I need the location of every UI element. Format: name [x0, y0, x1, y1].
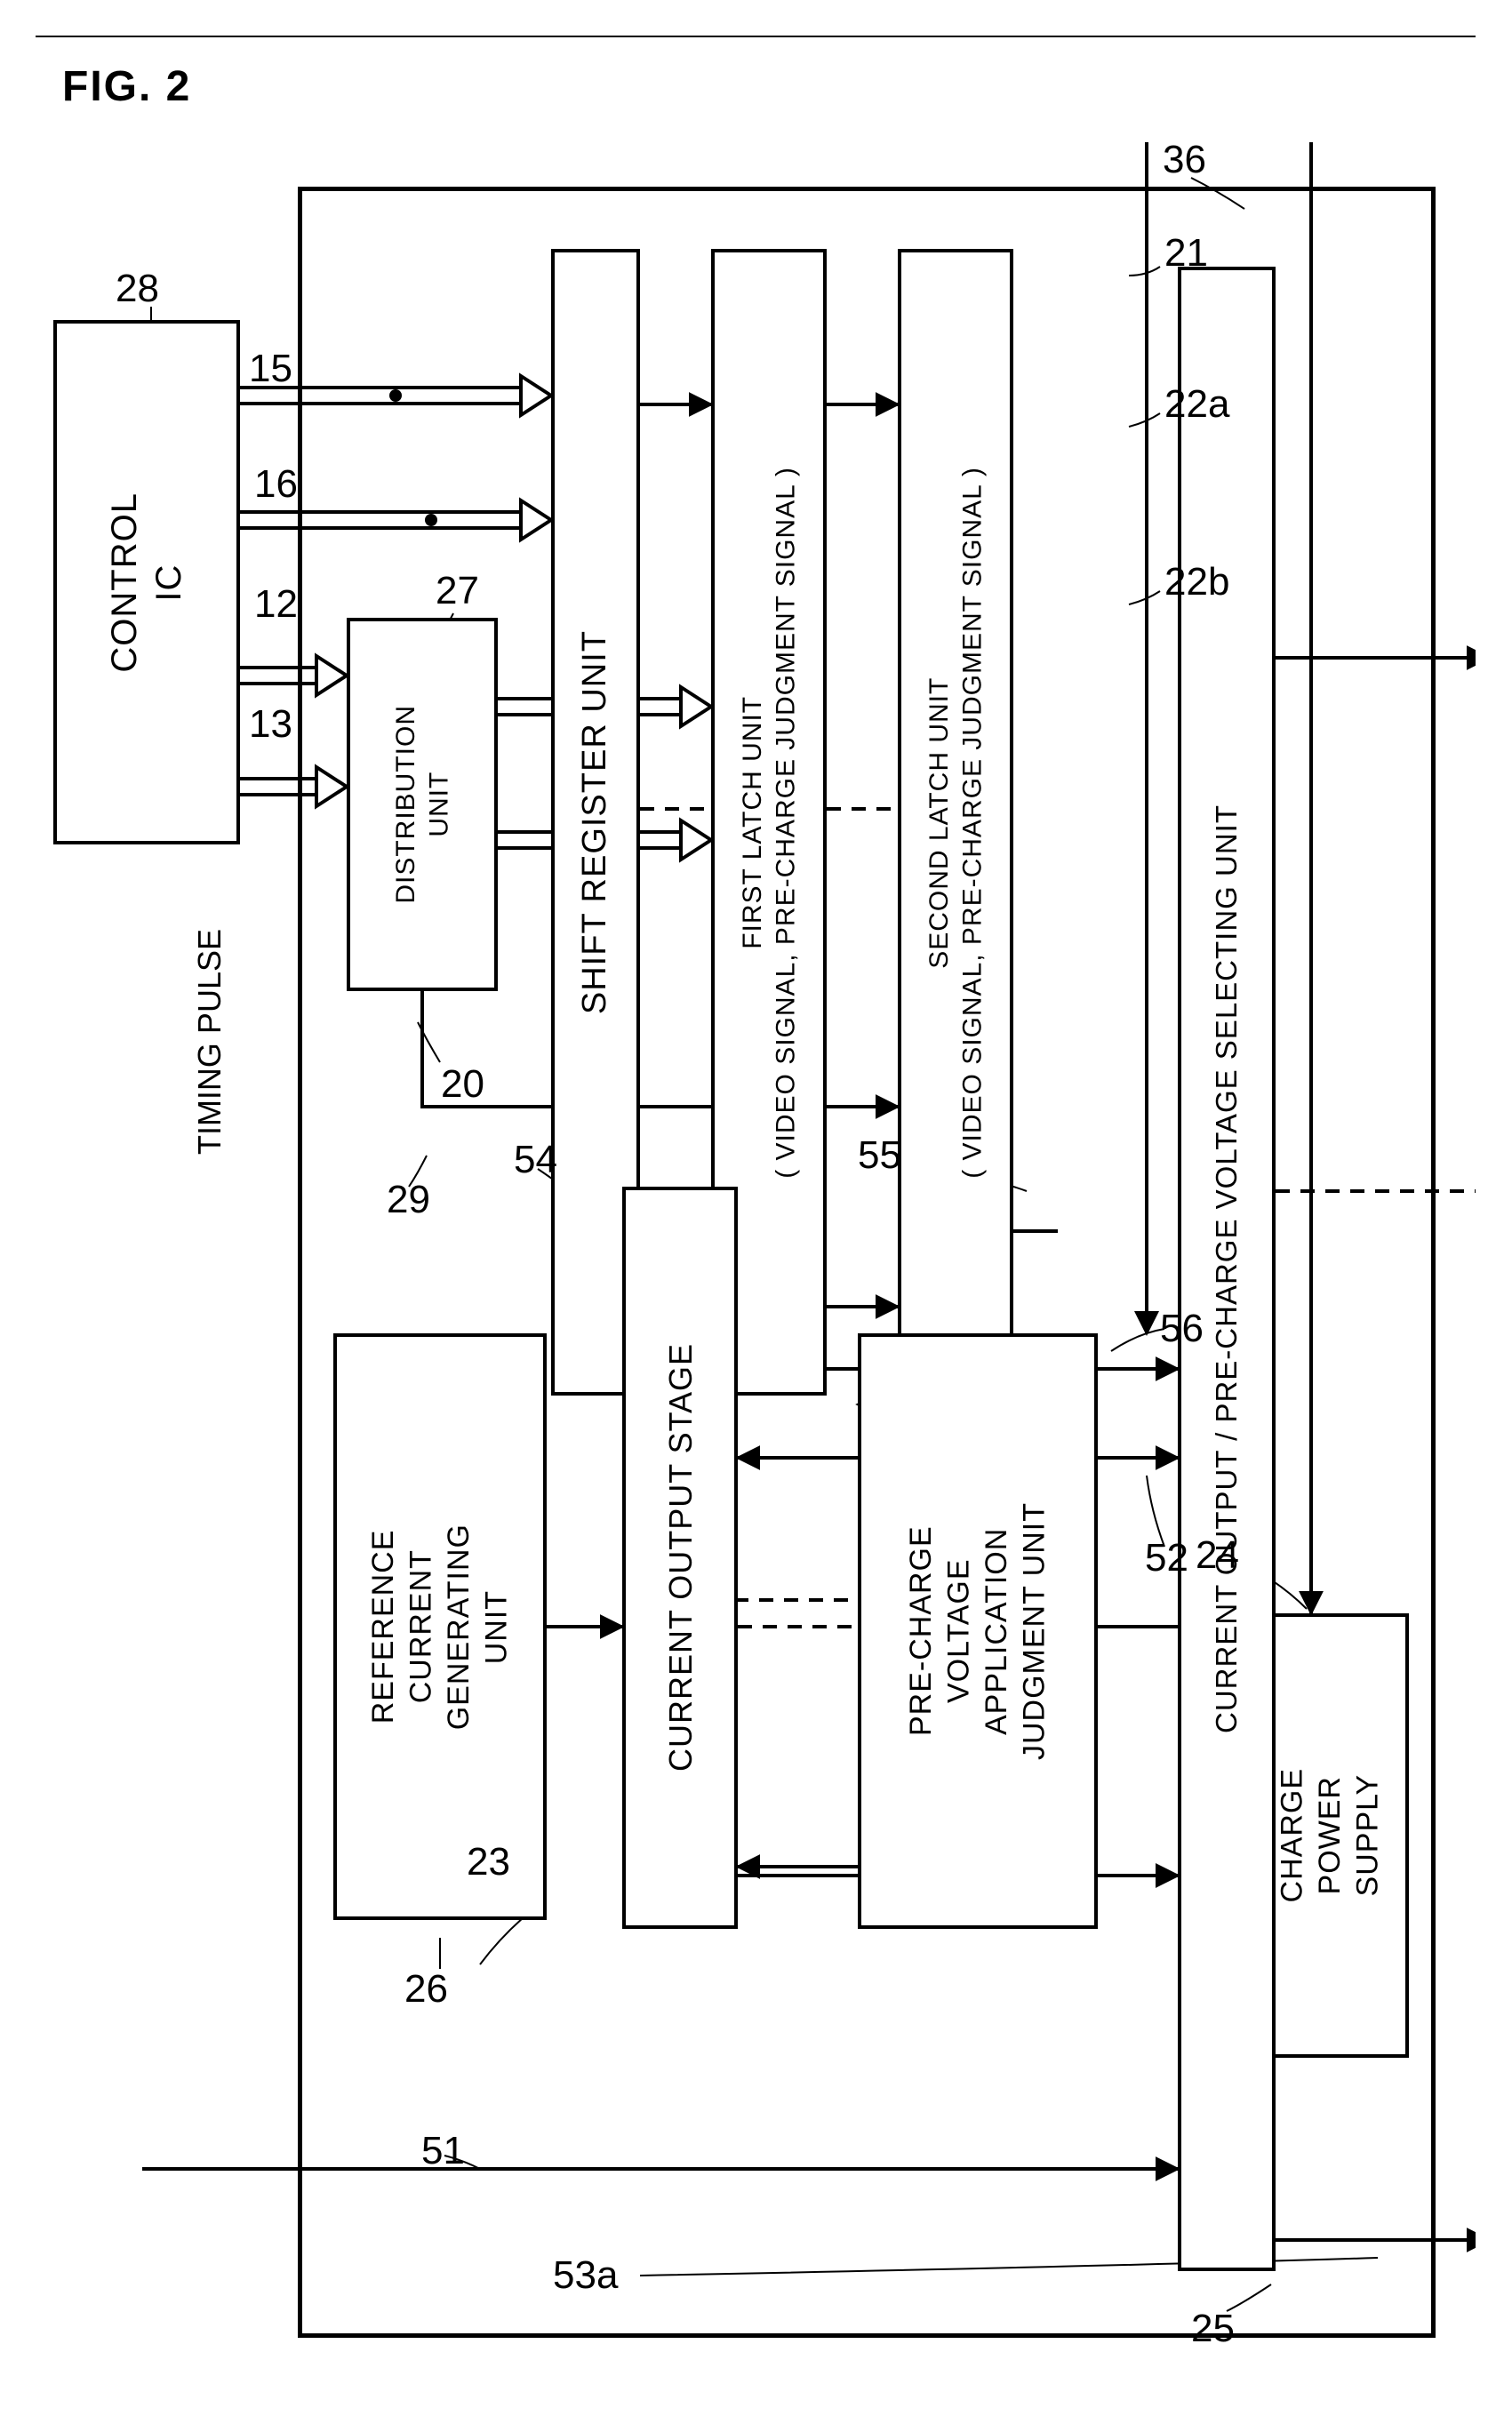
ref-27: 27 — [436, 569, 479, 613]
first_latch-label: FIRST LATCH UNIT ( VIDEO SIGNAL, PRE-CHA… — [736, 467, 803, 1179]
shift_register-label: SHIFT REGISTER UNIT — [574, 630, 617, 1014]
ref-28: 28 — [116, 267, 159, 311]
ref-36: 36 — [1163, 138, 1206, 182]
ref-53a: 53a — [553, 2253, 618, 2298]
ref-54: 54 — [514, 1138, 557, 1182]
ref-25: 25 — [1191, 2307, 1235, 2351]
ref-20: 20 — [441, 1062, 484, 1107]
ref-15: 15 — [249, 347, 292, 391]
ref-22a: 22a — [1164, 382, 1229, 427]
ref-12: 12 — [254, 582, 298, 627]
figure-wrapper: FIG. 2 CONTROL IC DISTRIBUTION UNIT SHIFT … — [36, 36, 1476, 2382]
figure-title: FIG. 2 — [62, 62, 191, 111]
ref-21: 21 — [1164, 231, 1208, 276]
ref-55: 55 — [858, 1133, 901, 1178]
control_ic-block: CONTROL IC — [53, 320, 240, 844]
selecting_unit-label: CURRENT OUTPUT / PRE-CHARGE VOLTAGE SELE… — [1208, 804, 1244, 1733]
ref-56: 56 — [1160, 1307, 1204, 1351]
control_ic-label: CONTROL IC — [102, 492, 191, 673]
ref-24: 24 — [1196, 1533, 1239, 1578]
ref_current-block: REFERENCE CURRENT GENERATING UNIT — [333, 1333, 547, 1920]
precharge_judg-label: PRE-CHARGE VOLTAGE APPLICATION JUDGMENT … — [902, 1502, 1053, 1760]
distribution-block: DISTRIBUTION UNIT — [347, 618, 498, 991]
precharge_judg-block: PRE-CHARGE VOLTAGE APPLICATION JUDGMENT … — [858, 1333, 1098, 1929]
ref-23: 23 — [467, 1840, 510, 1884]
distribution-label: DISTRIBUTION UNIT — [389, 705, 456, 904]
ref-52: 52 — [1145, 1536, 1188, 1580]
ref-26: 26 — [404, 1967, 448, 2012]
ref-29: 29 — [387, 1178, 430, 1222]
ref-16: 16 — [254, 462, 298, 507]
second_latch-block: SECOND LATCH UNIT ( VIDEO SIGNAL, PRE-CH… — [898, 249, 1013, 1396]
ref-22b: 22b — [1164, 560, 1229, 604]
second_latch-label: SECOND LATCH UNIT ( VIDEO SIGNAL, PRE-CH… — [923, 467, 989, 1179]
timing_pulse-label: TIMING PULSE — [191, 929, 228, 1155]
current_output-block: CURRENT OUTPUT STAGE — [622, 1187, 738, 1929]
ref_current-label: REFERENCE CURRENT GENERATING UNIT — [364, 1524, 516, 1730]
current_output-label: CURRENT OUTPUT STAGE — [660, 1343, 700, 1772]
ref-51: 51 — [421, 2129, 465, 2173]
ref-13: 13 — [249, 702, 292, 747]
